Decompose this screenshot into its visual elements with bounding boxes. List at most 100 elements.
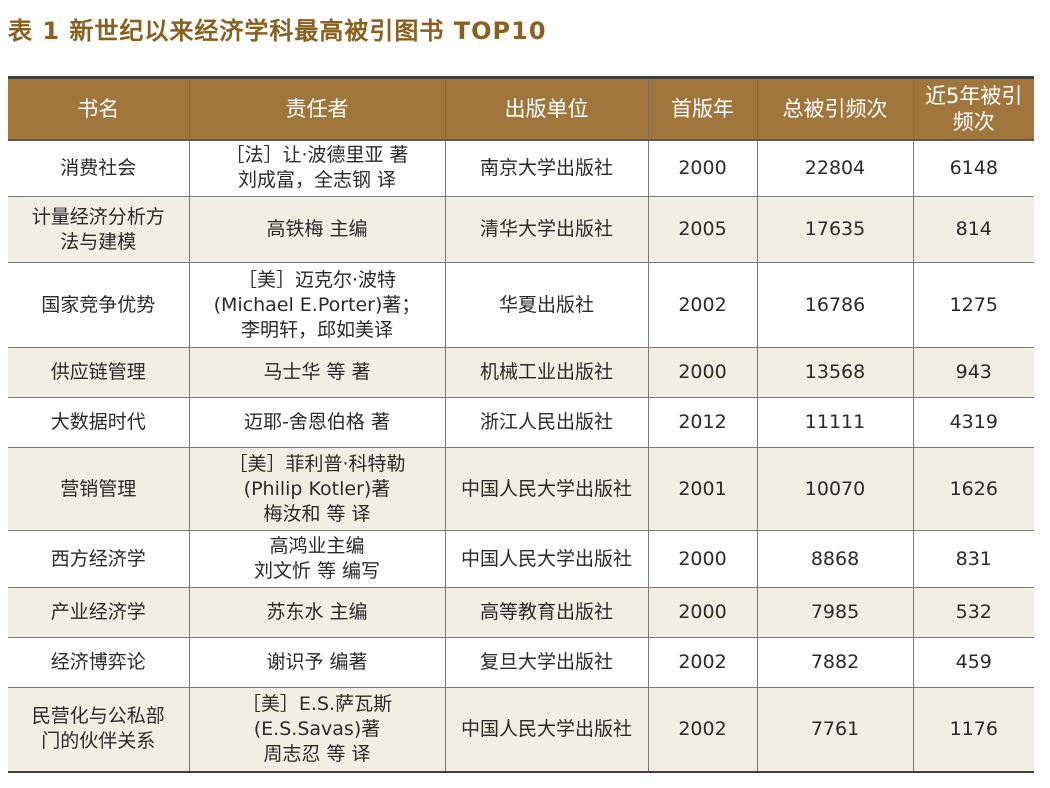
cell-author-line: ［美］迈克尔·波特 [237, 268, 397, 291]
cell-book-name: 计量经济分析方 法与建模 [8, 196, 190, 263]
cell-author-line: 谢识予 编著 [266, 651, 368, 673]
table-row: 消费社会 ［法］让·波德里亚 著刘成富，全志钢 译南京大学出版社 2000 22804… [8, 139, 1034, 197]
header-recent-citations: 近5年被引 频次 [912, 76, 1034, 141]
cell-first-year: 2000 [647, 347, 758, 398]
header-row: 书名 责任者 出版单位 首版年 总被引频次 近5年被引 频次 [8, 76, 1034, 141]
cell-first-year: 2002 [647, 637, 758, 688]
cell-name-line: 门的伙伴关系 [41, 730, 156, 753]
table-header: 书名 责任者 出版单位 首版年 总被引频次 近5年被引 频次 [8, 76, 1034, 141]
table-title: 表 1 新世纪以来经济学科最高被引图书 TOP10 [8, 17, 547, 45]
table-row: 供应链管理 马士华 等 著 机械工业出版社 2000 13568 943 [8, 347, 1034, 398]
cell-name-line: 营销管理 [60, 477, 137, 500]
cell-recent-citations: 943 [912, 347, 1034, 398]
table-row: 西方经济学 高鸿业主编 刘文忻 等 编写 中国人民大学出版社 2000 8868 831 [8, 530, 1034, 588]
table-row: 产业经济学 苏东水 主编 高等教育出版社 2000 7985 532 [8, 587, 1034, 638]
cell-author-line: 梅汝和 等 译 [263, 502, 371, 525]
cell-book-name: 营销管理 [8, 447, 190, 531]
cell-book-name: 消费社会 [8, 139, 190, 197]
cell-total-citations: 17635 [756, 196, 914, 263]
cell-author-line: 李明轩，邱如美译 [240, 318, 393, 341]
top10-books-table: 书名 责任者 出版单位 首版年 总被引频次 近5年被引 频次 消费社会 ［法］让·… [8, 76, 1034, 773]
cell-author-line: ［法］让·波德里亚 著 [225, 144, 409, 167]
header-book-name: 书名 [8, 76, 190, 141]
cell-author-line: ［美］E.S.萨瓦斯 [241, 692, 393, 715]
cell-author: 苏东水 主编 [188, 587, 446, 638]
cell-first-year: 2005 [647, 196, 758, 263]
cell-total-citations: 10070 [756, 447, 914, 531]
cell-book-name: 西方经济学 [8, 530, 190, 588]
cell-recent-citations: 814 [912, 196, 1034, 263]
cell-recent-citations: 1275 [912, 262, 1034, 348]
cell-book-name: 民营化与公私部 门的伙伴关系 [8, 687, 190, 773]
cell-publisher: 复旦大学出版社 [444, 637, 649, 688]
cell-publisher: 清华大学出版社 [444, 196, 649, 263]
cell-total-citations: 7985 [756, 587, 914, 638]
cell-name-line: 民营化与公私部 [31, 705, 165, 728]
cell-name-line: 经济博弈论 [50, 651, 146, 673]
cell-name-line: 计量经济分析方 [31, 205, 165, 228]
cell-total-citations: 13568 [756, 347, 914, 398]
cell-author: 谢识予 编著 [188, 637, 446, 688]
header-first-year: 首版年 [647, 76, 758, 141]
cell-author-line: (Philip Kotler)著 [243, 477, 391, 500]
cell-first-year: 2002 [647, 262, 758, 348]
cell-author-line: 高鸿业主编 [269, 535, 365, 557]
cell-first-year: 2000 [647, 587, 758, 638]
cell-author-line: 苏东水 主编 [266, 601, 368, 623]
cell-author-line: 刘文忻 等 编写 [253, 560, 381, 582]
cell-book-name: 经济博弈论 [8, 637, 190, 688]
cell-author-line: 周志忍 等 译 [263, 742, 371, 765]
header-author: 责任者 [188, 76, 446, 141]
cell-recent-citations: 1626 [912, 447, 1034, 531]
cell-publisher: 机械工业出版社 [444, 347, 649, 398]
cell-recent-citations: 6148 [912, 139, 1034, 197]
cell-first-year: 2000 [647, 139, 758, 197]
header-recent-line-1: 近5年被引 [925, 83, 1023, 108]
header-publisher: 出版单位 [444, 76, 649, 141]
table-row: 营销管理 ［美］菲利普·科特勒 (Philip Kotler)著 梅汝和 等 译 中国人… [8, 447, 1034, 531]
cell-name-line: 西方经济学 [50, 547, 146, 570]
cell-author: 高铁梅 主编 [188, 196, 446, 263]
cell-book-name: 供应链管理 [8, 347, 190, 398]
cell-name-line: 供应链管理 [50, 361, 146, 383]
cell-name-line: 产业经济学 [50, 601, 146, 623]
cell-publisher: 高等教育出版社 [444, 587, 649, 638]
cell-total-citations: 7882 [756, 637, 914, 688]
cell-recent-citations: 532 [912, 587, 1034, 638]
cell-book-name: 产业经济学 [8, 587, 190, 638]
table-row: 计量经济分析方 法与建模 高铁梅 主编 清华大学出版社 2005 17635 814 [8, 196, 1034, 263]
cell-name-line: 大数据时代 [50, 411, 146, 433]
cell-recent-citations: 4319 [912, 397, 1034, 448]
cell-publisher: 华夏出版社 [444, 262, 649, 348]
table-row: 经济博弈论 谢识予 编著 复旦大学出版社 2002 7882 459 [8, 637, 1034, 688]
cell-first-year: 2001 [647, 447, 758, 531]
cell-total-citations: 16786 [756, 262, 914, 348]
cell-publisher: 中国人民大学出版社 [444, 447, 649, 531]
table-row: 大数据时代 迈耶-舍恩伯格 著 浙江人民出版社 2012 11111 4319 [8, 397, 1034, 448]
cell-publisher: 南京大学出版社 [444, 139, 649, 197]
cell-author-line: ［美］菲利普·科特勒 [228, 452, 406, 475]
cell-recent-citations: 1176 [912, 687, 1034, 773]
cell-author: ［美］迈克尔·波特 (Michael E.Porter)著； 李明轩，邱如美译 [188, 262, 446, 348]
cell-total-citations: 8868 [756, 530, 914, 588]
cell-author: ［法］让·波德里亚 著刘成富，全志钢 译 [188, 139, 446, 197]
header-recent-line-2: 频次 [952, 109, 995, 134]
cell-author-line: 马士华 等 著 [263, 361, 371, 383]
table-row: 国家竞争优势 ［美］迈克尔·波特 (Michael E.Porter)著； 李明轩，邱… [8, 262, 1034, 348]
cell-name-line: 法与建模 [60, 230, 137, 253]
cell-total-citations: 7761 [756, 687, 914, 773]
cell-book-name: 大数据时代 [8, 397, 190, 448]
cell-total-citations: 22804 [756, 139, 914, 197]
cell-publisher: 中国人民大学出版社 [444, 687, 649, 773]
cell-book-name: 国家竞争优势 [8, 262, 190, 348]
cell-author-line: (Michael E.Porter)著； [213, 293, 421, 316]
cell-first-year: 2012 [647, 397, 758, 448]
cell-name-line: 国家竞争优势 [41, 293, 156, 316]
cell-recent-citations: 459 [912, 637, 1034, 688]
header-total-citations: 总被引频次 [756, 76, 914, 141]
cell-publisher: 浙江人民出版社 [444, 397, 649, 448]
table-body: 消费社会 ［法］让·波德里亚 著刘成富，全志钢 译南京大学出版社 2000 22804… [8, 139, 1034, 773]
cell-author-line: 刘成富，全志钢 译 [237, 169, 397, 192]
cell-recent-citations: 831 [912, 530, 1034, 588]
cell-author-line: 迈耶-舍恩伯格 著 [244, 411, 390, 433]
